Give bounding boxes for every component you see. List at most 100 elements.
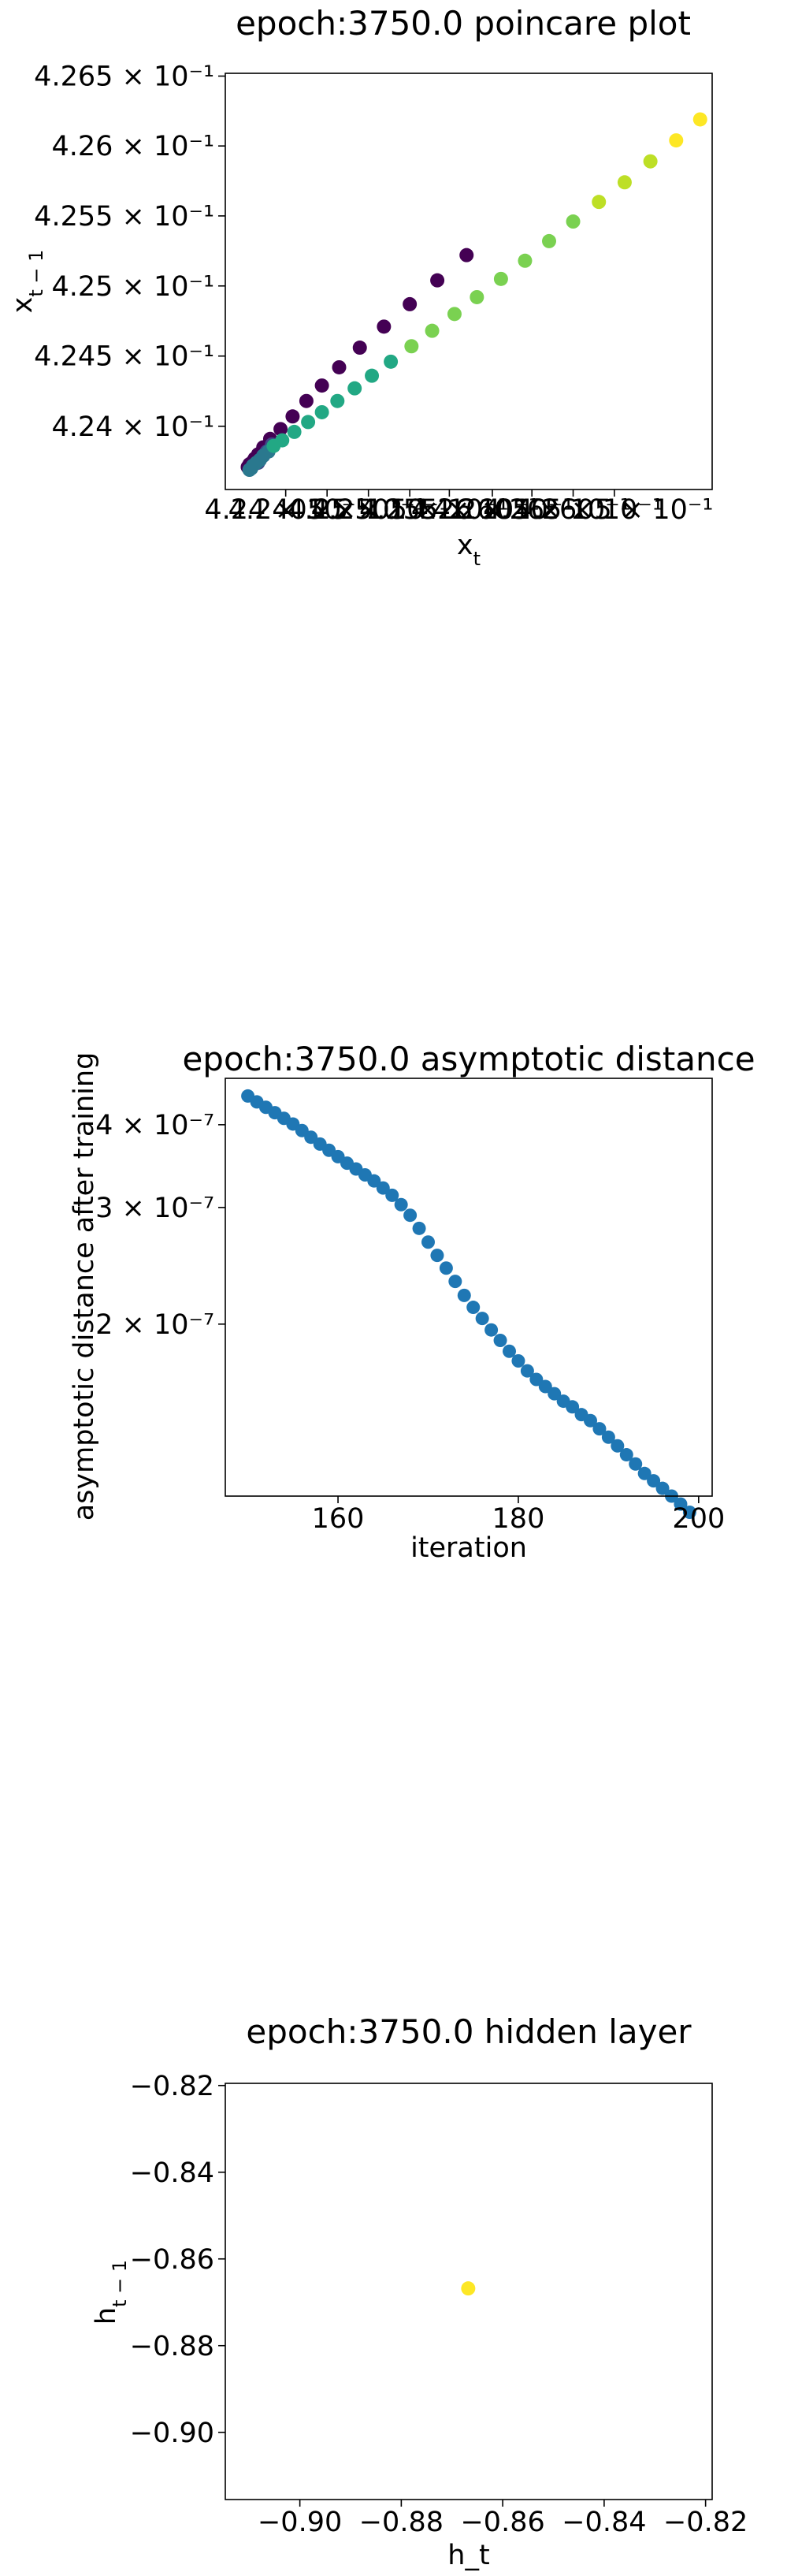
poincare-y-label: xt − 1 xyxy=(7,250,47,314)
asymptotic-panel: epoch:3750.0 asymptotic distance 160 180 2… xyxy=(69,1040,755,1564)
asymptotic-point xyxy=(619,1448,633,1462)
asymptotic-ticks: 160 180 200 4 × 10⁻⁷ 3 × 10⁻⁷ 2 × 10⁻⁷ xyxy=(95,1110,725,1535)
hidden-layer-y-tick-label: −0.82 xyxy=(130,2071,214,2102)
poincare-point xyxy=(287,424,302,439)
poincare-points xyxy=(240,112,707,478)
poincare-point xyxy=(404,339,419,354)
asymptotic-point xyxy=(484,1323,499,1337)
asymptotic-point xyxy=(611,1439,625,1453)
asymptotic-y-tick-label: 2 × 10⁻⁷ xyxy=(95,1309,214,1341)
asymptotic-point xyxy=(592,1422,607,1436)
asymptotic-plot-frame xyxy=(225,1078,713,1497)
hidden-layer-x-tick-label: −0.86 xyxy=(460,2507,544,2538)
hidden-layer-title: epoch:3750.0 hidden layer xyxy=(246,2012,692,2051)
asymptotic-point xyxy=(538,1379,552,1394)
asymptotic-y-label: asymptotic distance after training xyxy=(69,1052,100,1521)
poincare-point xyxy=(377,319,392,334)
poincare-y-tick-label: 4.26 × 10⁻¹ xyxy=(51,131,214,162)
poincare-point xyxy=(692,112,707,127)
poincare-plot-frame xyxy=(225,73,713,490)
asymptotic-point xyxy=(503,1344,516,1358)
poincare-point xyxy=(430,273,445,288)
hidden-layer-panel: epoch:3750.0 hidden layer −0.90 −0.88 −0.8… xyxy=(91,2012,748,2571)
poincare-point xyxy=(314,404,329,419)
asymptotic-point xyxy=(584,1413,597,1428)
poincare-point xyxy=(566,214,581,229)
hidden-layer-x-tick-label: −0.82 xyxy=(663,2507,748,2538)
asymptotic-point xyxy=(385,1188,399,1202)
hidden-layer-y-tick-label: −0.84 xyxy=(130,2157,214,2189)
asymptotic-point xyxy=(421,1235,435,1249)
poincare-x-tick-label: 4.2605 × 10⁻¹ xyxy=(433,494,631,526)
hidden-layer-y-tick-label: −0.86 xyxy=(130,2244,214,2276)
poincare-point xyxy=(285,409,300,424)
asymptotic-point xyxy=(457,1288,471,1302)
poincare-y-tick-label: 4.24 × 10⁻¹ xyxy=(51,411,214,443)
asymptotic-x-tick-label: 200 xyxy=(672,1503,725,1535)
asymptotic-point xyxy=(367,1174,381,1188)
poincare-point xyxy=(643,154,658,169)
poincare-y-tick-label: 4.25 × 10⁻¹ xyxy=(51,271,214,303)
poincare-title: epoch:3750.0 poincare plot xyxy=(236,4,691,43)
poincare-ticks: 4.265 × 10⁻¹4.26 × 10⁻¹4.255 × 10⁻¹4.25 … xyxy=(34,61,713,526)
asymptotic-point xyxy=(493,1333,507,1347)
poincare-point xyxy=(493,271,508,286)
poincare-point xyxy=(347,381,362,396)
asymptotic-point xyxy=(637,1466,652,1480)
asymptotic-point xyxy=(529,1372,544,1387)
poincare-point xyxy=(470,289,484,304)
poincare-point xyxy=(447,307,462,322)
asymptotic-x-tick-label: 160 xyxy=(312,1503,365,1535)
hidden-layer-y-label: ht − 1 xyxy=(91,2260,131,2325)
asymptotic-point xyxy=(647,1474,661,1488)
asymptotic-point xyxy=(439,1261,453,1275)
asymptotic-point xyxy=(601,1430,615,1444)
poincare-point xyxy=(365,368,380,383)
hidden-layer-point xyxy=(461,2281,476,2296)
poincare-y-tick-label: 4.255 × 10⁻¹ xyxy=(34,201,214,233)
asymptotic-point xyxy=(682,1505,696,1519)
asymptotic-point xyxy=(520,1364,534,1378)
poincare-x-tick-label: 4.2405 × 10⁻¹ xyxy=(228,494,426,526)
poincare-point xyxy=(299,393,314,408)
hidden-layer-x-tick-label: −0.84 xyxy=(562,2507,646,2538)
poincare-point xyxy=(403,296,418,311)
poincare-point xyxy=(332,359,347,374)
asymptotic-point xyxy=(511,1353,525,1368)
poincare-point xyxy=(617,175,632,190)
poincare-y-tick-label: 4.265 × 10⁻¹ xyxy=(34,61,214,93)
asymptotic-title: epoch:3750.0 asymptotic distance xyxy=(182,1040,755,1078)
hidden-layer-points xyxy=(461,2281,476,2296)
asymptotic-point xyxy=(412,1221,426,1235)
poincare-x-tick-label: 4.25 × 10⁻¹ xyxy=(287,494,450,526)
poincare-point xyxy=(669,133,684,148)
hidden-layer-x-label: h_t xyxy=(447,2540,489,2571)
asymptotic-point xyxy=(674,1497,688,1511)
asymptotic-x-tick-label: 180 xyxy=(492,1503,545,1535)
poincare-panel: epoch:3750.0 poincare plot 4.265 × 10⁻¹4… xyxy=(7,4,713,570)
asymptotic-point xyxy=(566,1400,580,1414)
poincare-point xyxy=(384,354,399,369)
hidden-layer-y-tick-label: −0.90 xyxy=(130,2418,214,2449)
hidden-layer-x-tick-label: −0.90 xyxy=(258,2507,342,2538)
asymptotic-y-tick-label: 3 × 10⁻⁷ xyxy=(95,1193,214,1224)
poincare-point xyxy=(518,253,533,268)
poincare-x-tick-label: 4.265 × 10⁻¹ xyxy=(483,494,663,526)
poincare-point xyxy=(330,393,345,408)
asymptotic-points xyxy=(241,1089,696,1519)
poincare-point xyxy=(314,378,329,393)
asymptotic-y-tick-label: 4 × 10⁻⁷ xyxy=(95,1110,214,1141)
poincare-point xyxy=(425,323,440,338)
asymptotic-point xyxy=(403,1208,418,1223)
asymptotic-point xyxy=(548,1387,562,1401)
asymptotic-point xyxy=(376,1181,390,1195)
poincare-point xyxy=(352,341,367,356)
poincare-x-tick-label: 4.24 × 10⁻¹ xyxy=(204,494,367,526)
asymptotic-point xyxy=(475,1312,489,1326)
poincare-point xyxy=(273,422,288,437)
asymptotic-point xyxy=(394,1197,408,1212)
asymptotic-point xyxy=(466,1301,481,1315)
poincare-point xyxy=(301,415,316,430)
poincare-x-tick-label: 4.255 × 10⁻¹ xyxy=(359,494,540,526)
